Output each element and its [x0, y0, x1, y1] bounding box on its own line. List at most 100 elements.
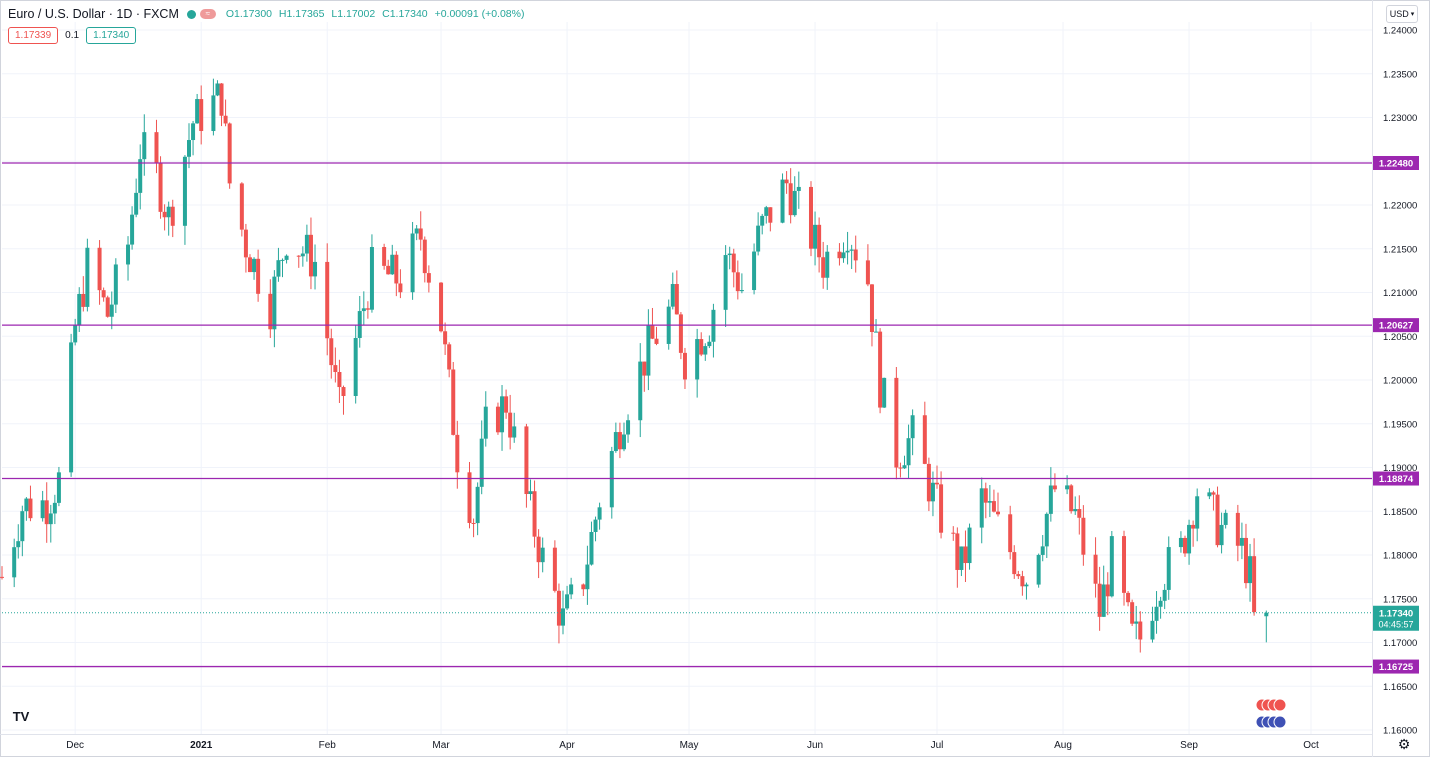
- candle-body: [951, 532, 956, 534]
- candle-body: [1081, 517, 1086, 555]
- candle-body: [40, 500, 45, 519]
- candle-body: [439, 282, 444, 332]
- candle-body: [126, 244, 131, 265]
- candle-body: [626, 420, 631, 435]
- candle-body: [1073, 509, 1078, 512]
- candle-body: [365, 308, 370, 310]
- candle-body: [162, 211, 167, 218]
- candle-body: [166, 206, 171, 218]
- gear-icon[interactable]: ⚙: [1397, 736, 1411, 752]
- candle-body: [97, 247, 102, 291]
- candle-body: [361, 308, 366, 312]
- last-price-label-bg: [1373, 605, 1419, 631]
- candle-body: [398, 283, 403, 293]
- candle-body: [252, 258, 257, 273]
- candle-body: [69, 342, 74, 473]
- candle-body: [28, 498, 33, 519]
- candle-body: [849, 249, 854, 251]
- candle-body: [561, 608, 566, 626]
- symbol-title[interactable]: Euro / U.S. Dollar · 1D · FXCM: [8, 7, 179, 21]
- candle-body: [922, 415, 927, 464]
- level-label-bg: [1373, 471, 1419, 486]
- candle-body: [382, 247, 387, 266]
- level-label-bg: [1373, 318, 1419, 333]
- candle-body: [451, 369, 456, 435]
- level-label-bg: [1373, 659, 1419, 674]
- candle-body: [101, 290, 106, 298]
- candle-body: [536, 536, 541, 563]
- candle-body: [1012, 552, 1017, 575]
- candle-body: [1166, 547, 1171, 590]
- candle-body: [817, 224, 822, 258]
- bid-ask-row: 1.17339 0.1 1.17340: [8, 27, 137, 44]
- candle-body: [170, 206, 175, 226]
- sell-price-button[interactable]: 1.17339: [8, 27, 59, 44]
- candle-body: [243, 229, 248, 258]
- candle-body: [219, 83, 224, 116]
- candle-body: [1191, 524, 1196, 529]
- candle-body: [585, 564, 590, 590]
- candle-body: [983, 488, 988, 503]
- candle-body: [300, 253, 305, 257]
- candle-body: [955, 533, 960, 570]
- candle-body: [792, 190, 797, 216]
- candle-body: [0, 576, 4, 578]
- candle-body: [788, 183, 793, 216]
- candle-body: [471, 522, 476, 524]
- currency-selector[interactable]: USD ▾: [1386, 5, 1418, 23]
- candle-body: [617, 432, 622, 450]
- candle-body: [1252, 556, 1257, 613]
- candle-body: [52, 502, 57, 514]
- candle-body: [650, 325, 655, 339]
- market-status[interactable]: ≈: [186, 9, 216, 19]
- market-open-icon: [186, 9, 196, 19]
- candle-body: [926, 463, 931, 502]
- candle-body: [638, 361, 643, 421]
- y-tick-label: 1.23500: [1383, 69, 1417, 80]
- candle-body: [939, 484, 944, 533]
- y-tick-label: 1.21500: [1383, 244, 1417, 255]
- event-flag-icon[interactable]: [1273, 715, 1287, 729]
- candle-body: [735, 272, 740, 292]
- x-tick-label: 2021: [190, 740, 213, 751]
- candle-body: [821, 257, 826, 278]
- candle-body: [337, 372, 342, 388]
- candle-body: [130, 214, 135, 245]
- tradingview-logo[interactable]: TV: [12, 708, 30, 724]
- buy-price-button[interactable]: 1.17340: [86, 27, 137, 44]
- candle-body: [353, 337, 358, 396]
- candle-body: [134, 192, 139, 215]
- y-tick-label: 1.21000: [1383, 288, 1417, 299]
- candle-body: [552, 547, 557, 591]
- x-tick-label: Dec: [66, 740, 84, 751]
- candle-body: [1219, 524, 1224, 546]
- candle-body: [195, 99, 200, 124]
- candle-body: [593, 519, 598, 533]
- candle-body: [597, 507, 602, 520]
- candle-body: [987, 501, 992, 503]
- candle-body: [674, 284, 679, 315]
- candle-body: [1138, 621, 1143, 640]
- candle-body: [443, 331, 448, 345]
- candle-body: [215, 83, 220, 96]
- candle-body: [483, 406, 488, 439]
- candle-body: [869, 284, 874, 333]
- candle-body: [646, 325, 651, 376]
- candle-body: [808, 186, 813, 249]
- candle-body: [670, 284, 675, 307]
- candle-body: [540, 547, 545, 563]
- x-tick-label: Oct: [1303, 740, 1319, 751]
- candle-body: [426, 273, 431, 283]
- candle-body: [1162, 589, 1167, 601]
- candle-body: [191, 123, 196, 141]
- candle-body: [1239, 537, 1244, 546]
- candle-body: [284, 255, 289, 260]
- candle-body: [727, 253, 732, 256]
- delay-icon: ≈: [199, 9, 216, 19]
- candle-body: [837, 251, 842, 259]
- candle-body: [276, 260, 281, 277]
- x-tick-label: Feb: [319, 740, 337, 751]
- event-flag-icon[interactable]: [1273, 698, 1287, 712]
- candle-body: [1105, 584, 1110, 597]
